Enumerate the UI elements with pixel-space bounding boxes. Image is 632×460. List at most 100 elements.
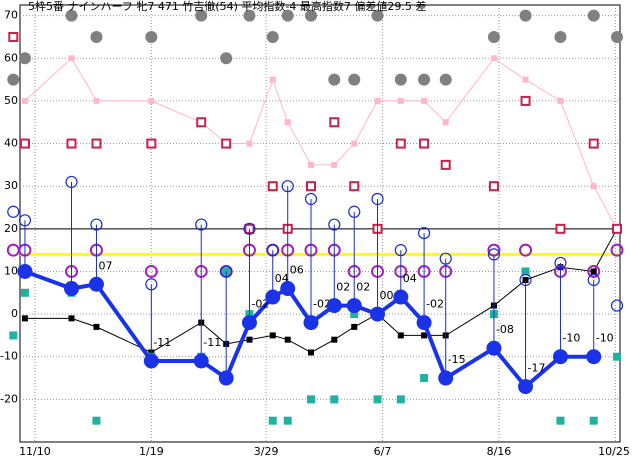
point bbox=[241, 315, 257, 331]
point bbox=[612, 223, 623, 234]
point bbox=[348, 205, 361, 218]
point bbox=[267, 181, 278, 192]
point bbox=[243, 222, 256, 235]
point bbox=[439, 73, 452, 86]
point bbox=[522, 76, 529, 83]
point bbox=[21, 315, 28, 322]
x-tick-label: 8/16 bbox=[487, 445, 512, 458]
point bbox=[588, 138, 599, 149]
point bbox=[66, 138, 77, 149]
point bbox=[416, 315, 432, 331]
y-tick-label: 50 bbox=[4, 94, 18, 107]
point bbox=[195, 9, 208, 22]
point bbox=[21, 97, 28, 104]
point bbox=[521, 267, 530, 276]
point bbox=[487, 30, 500, 43]
point bbox=[374, 97, 381, 104]
point bbox=[326, 298, 342, 314]
value-label: -02 bbox=[426, 298, 444, 311]
point bbox=[490, 55, 497, 62]
value-label: 07 bbox=[98, 259, 112, 272]
plot-frame bbox=[19, 4, 621, 443]
point bbox=[329, 117, 340, 128]
point bbox=[303, 315, 319, 331]
point bbox=[519, 273, 532, 287]
point bbox=[281, 180, 294, 193]
point bbox=[246, 336, 253, 343]
y-tick-label: 60 bbox=[4, 51, 18, 64]
point bbox=[9, 331, 18, 340]
value-label: -17 bbox=[528, 362, 546, 375]
point bbox=[395, 138, 406, 149]
point bbox=[148, 97, 155, 104]
point bbox=[440, 159, 451, 170]
y-tick-label: 40 bbox=[4, 137, 18, 150]
point bbox=[145, 278, 158, 291]
value-label: 02 bbox=[356, 281, 370, 294]
point bbox=[420, 374, 429, 383]
point bbox=[396, 395, 405, 404]
point bbox=[144, 264, 158, 278]
point bbox=[65, 9, 78, 22]
point bbox=[554, 30, 567, 43]
point bbox=[487, 248, 501, 261]
point bbox=[88, 276, 104, 292]
point bbox=[218, 370, 234, 386]
value-label: -10 bbox=[596, 332, 614, 345]
point bbox=[266, 244, 279, 257]
value-label: 06 bbox=[290, 264, 304, 277]
series-line bbox=[24, 269, 594, 390]
point bbox=[308, 161, 314, 168]
point bbox=[552, 349, 568, 365]
point bbox=[438, 370, 454, 386]
y-tick-label: 30 bbox=[4, 179, 18, 192]
point bbox=[281, 9, 294, 22]
point bbox=[265, 289, 281, 305]
point bbox=[331, 336, 338, 343]
point bbox=[280, 281, 296, 297]
point bbox=[193, 353, 209, 369]
point bbox=[306, 181, 316, 192]
point bbox=[397, 97, 404, 104]
point bbox=[17, 263, 33, 279]
point bbox=[307, 395, 315, 404]
point bbox=[18, 52, 31, 65]
point bbox=[196, 117, 207, 128]
value-label: -11 bbox=[153, 336, 171, 349]
y-tick-label: 10 bbox=[4, 264, 18, 277]
point bbox=[68, 315, 75, 322]
value-label: 00 bbox=[380, 289, 394, 302]
chart-title: 5枠5番 ナインハーフ 牝7 471 竹吉徹(54) 平均指数-4 最高指数7 … bbox=[28, 0, 426, 13]
point bbox=[7, 205, 20, 218]
point bbox=[145, 30, 158, 43]
point bbox=[93, 97, 100, 104]
point bbox=[346, 298, 362, 314]
point bbox=[304, 192, 318, 206]
point bbox=[371, 192, 384, 206]
point bbox=[439, 252, 452, 265]
point bbox=[143, 353, 159, 369]
y-tick-label: -10 bbox=[0, 350, 18, 363]
point bbox=[220, 52, 233, 65]
point bbox=[557, 97, 564, 104]
point bbox=[349, 181, 360, 192]
x-tick-label: 1/19 bbox=[139, 445, 164, 458]
point bbox=[221, 138, 232, 149]
point bbox=[586, 349, 602, 365]
value-label: 04 bbox=[403, 272, 417, 285]
point bbox=[554, 256, 567, 270]
point bbox=[417, 226, 431, 240]
point bbox=[269, 332, 276, 339]
point bbox=[19, 138, 30, 149]
point bbox=[610, 299, 624, 312]
point bbox=[308, 349, 314, 356]
value-label: -02 bbox=[313, 298, 331, 311]
point bbox=[393, 289, 409, 305]
point bbox=[246, 140, 253, 147]
point bbox=[93, 323, 100, 330]
point bbox=[590, 183, 597, 190]
point bbox=[328, 73, 341, 86]
point bbox=[350, 310, 359, 319]
point bbox=[6, 243, 20, 257]
